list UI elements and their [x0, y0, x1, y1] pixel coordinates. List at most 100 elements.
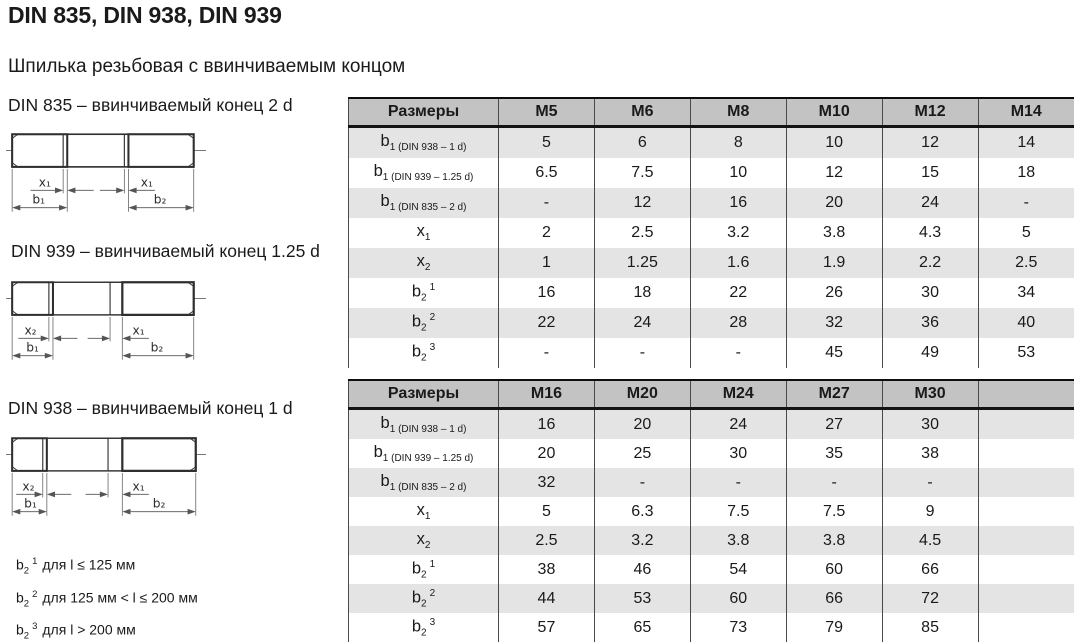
row-label: x1 [348, 218, 499, 248]
value-cell: 46 [594, 555, 691, 584]
value-cell: 3.8 [786, 218, 883, 248]
value-cell: 35 [786, 439, 883, 468]
value-cell: 72 [882, 584, 979, 613]
value-cell: 8 [690, 126, 787, 158]
table-row: b1 (DIN 938 – 1 d) 5 6 8 10 12 14 [348, 126, 1074, 158]
value-cell: 16 [498, 408, 595, 439]
row-label: b1 (DIN 835 – 2 d) [348, 188, 499, 218]
value-cell: - [786, 468, 883, 497]
value-cell: 53 [594, 584, 691, 613]
value-cell: - [498, 338, 595, 368]
value-cell: 66 [882, 555, 979, 584]
value-cell: 7.5 [690, 497, 787, 526]
table-row: b1 (DIN 835 – 2 d) 32- - - - [348, 468, 1074, 497]
table-row: b21 16 18 22 26 30 34 [348, 278, 1074, 308]
footnote-b2-1: b21 для l ≤ 125 мм [16, 556, 136, 577]
value-cell: 25 [594, 439, 691, 468]
row-label: b23 [348, 613, 499, 642]
value-cell: 60 [786, 555, 883, 584]
column-header: M16 [498, 379, 595, 410]
value-cell: 24 [690, 408, 787, 439]
row-label: b1 (DIN 939 – 1.25 d) [348, 439, 499, 468]
extension-lines [11, 168, 195, 212]
value-cell: 5 [498, 497, 595, 526]
value-cell: 20 [498, 439, 595, 468]
value-cell: 65 [594, 613, 691, 642]
value-cell: 12 [882, 126, 979, 158]
table-row: x1 2 2.5 3.2 3.8 4.3 5 [348, 218, 1074, 248]
table-row: b21 38 46 54 60 66 [348, 555, 1074, 584]
value-cell: 54 [690, 555, 787, 584]
value-cell: - [498, 188, 595, 218]
value-cell: 20 [786, 188, 883, 218]
dim-label-x-right: x₁ [141, 175, 153, 189]
din-table-m5-m14: Размеры M5 M6 M8 M10 M12 M14 b1 (DIN 938 – 1 d)… [348, 97, 1074, 368]
value-cell [978, 555, 1074, 584]
value-cell: 5 [498, 126, 595, 158]
row-label: x2 [348, 526, 499, 555]
value-cell [978, 584, 1074, 613]
table-row: b1 (DIN 835 – 2 d) -12 16 20 24- [348, 188, 1074, 218]
value-cell: 30 [882, 408, 979, 439]
column-header: M5 [498, 97, 595, 128]
dim-label-b2: b₂ [151, 341, 164, 355]
x-arrows [34, 491, 131, 498]
value-cell [978, 439, 1074, 468]
value-cell: 49 [882, 338, 979, 368]
value-cell: 2.2 [882, 248, 979, 278]
table-row: b23- - -45 49 53 [348, 338, 1074, 368]
value-cell [978, 526, 1074, 555]
row-label: b1 (DIN 835 – 2 d) [348, 468, 499, 497]
value-cell: 5 [1021, 224, 1031, 241]
column-header: Размеры [348, 97, 499, 128]
dim-label-b2: b₂ [153, 497, 166, 511]
din835-caption: DIN 835 – ввинчиваемый конец 2 d [8, 95, 293, 115]
value-cell: 44 [498, 584, 595, 613]
column-header: M24 [690, 379, 787, 410]
column-header: M30 [882, 379, 979, 410]
value-cell: 2.5 [978, 248, 1074, 278]
column-header: Размеры [348, 379, 499, 410]
value-cell: 38 [498, 555, 595, 584]
value-cell: 34 [1017, 284, 1036, 301]
row-label: b1 (DIN 938 – 1 d) [348, 408, 499, 439]
footnote-text: для 125 мм < l ≤ 200 мм [42, 589, 198, 606]
dim-label-x-left: x₂ [24, 323, 36, 337]
value-cell: 12 [786, 158, 883, 188]
dim-label-x-left: x₁ [39, 175, 51, 189]
table-row: b1 (DIN 939 – 1.25 d) 20 25 30 35 38 [348, 439, 1074, 468]
value-cell: 12 [594, 188, 691, 218]
footnote-b2-3: b23 для l > 200 мм [16, 621, 136, 642]
b-arrows [12, 352, 194, 359]
value-cell: - [690, 338, 787, 368]
value-cell: 32 [498, 468, 595, 497]
value-cell: 53 [1017, 344, 1036, 361]
dim-label-b1: b₁ [26, 341, 39, 355]
value-cell: 24 [882, 188, 979, 218]
value-cell: 18 [594, 278, 691, 308]
dim-label-b1: b₁ [24, 497, 37, 511]
value-cell: 38 [882, 439, 979, 468]
header-row: Размеры M5 M6 M8 M10 M12 M14 [348, 97, 1074, 128]
value-cell: 6.5 [498, 158, 595, 188]
value-cell: 3.2 [594, 526, 691, 555]
din-table-m16-m30: Размеры M16 M20 M24 M27 M30 b1 (DIN 938 – 1 d)… [348, 379, 1074, 642]
value-cell: 6.3 [594, 497, 691, 526]
din938-drawing: x₂ x₁ b₁ b₂ [6, 437, 206, 516]
row-label: x2 [348, 248, 499, 278]
value-cell: 9 [882, 497, 979, 526]
dim-label-x-right: x₁ [133, 323, 145, 337]
row-label: b1 (DIN 939 – 1.25 d) [348, 158, 499, 188]
column-header: M10 [786, 97, 883, 128]
table-row: b23 57 65 73 79 85 [348, 613, 1074, 642]
row-label: b23 [348, 338, 499, 368]
row-label: x1 [348, 497, 499, 526]
value-cell: 32 [786, 308, 883, 338]
value-cell: 4.5 [882, 526, 979, 555]
value-cell: 79 [786, 613, 883, 642]
value-cell: 3.8 [786, 526, 883, 555]
table-row: x2 1 1.25 1.6 1.9 2.2 2.5 [348, 248, 1074, 278]
value-cell: 22 [498, 308, 595, 338]
value-cell: 28 [690, 308, 787, 338]
value-cell: 18 [1017, 164, 1036, 181]
